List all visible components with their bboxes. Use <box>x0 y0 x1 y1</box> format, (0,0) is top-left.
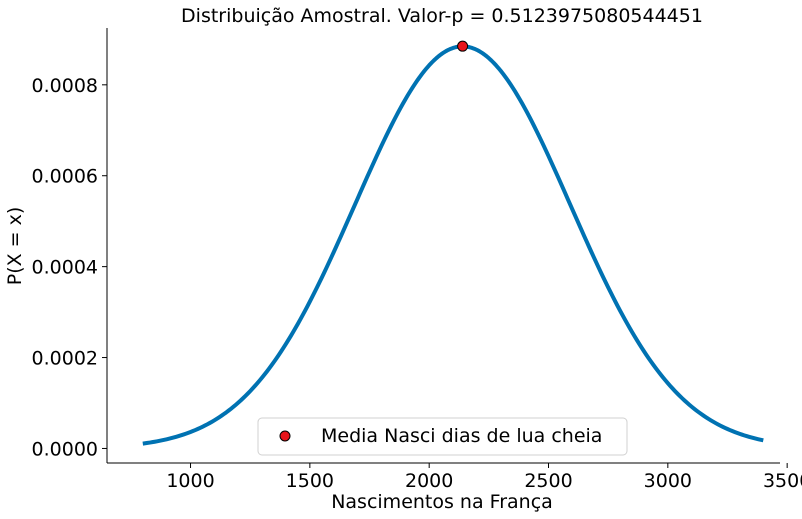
y-ticks: 0.0000 0.0002 0.0004 0.0006 0.0008 <box>32 75 107 460</box>
mean-point <box>457 40 469 52</box>
y-tick-label: 0.0002 <box>32 348 98 370</box>
y-axis-label: P(X = x) <box>4 207 26 286</box>
y-tick-label: 0.0004 <box>32 257 98 279</box>
x-axis-label: Nascimentos na França <box>331 491 553 513</box>
x-tick-label: 1500 <box>286 470 334 492</box>
legend: Media Nasci dias de lua cheia <box>257 417 628 456</box>
x-tick-label: 2000 <box>405 470 453 492</box>
y-tick-label: 0.0000 <box>32 438 98 460</box>
legend-label: Media Nasci dias de lua cheia <box>321 425 602 447</box>
y-tick-label: 0.0006 <box>32 166 98 188</box>
x-tick-label: 1000 <box>166 470 214 492</box>
legend-box <box>257 417 628 456</box>
y-tick-label: 0.0008 <box>32 75 98 97</box>
pdf-curve-line <box>142 44 764 446</box>
x-tick-label: 3000 <box>644 470 692 492</box>
legend-marker <box>279 430 291 442</box>
x-tick-label: 2500 <box>524 470 572 492</box>
chart-title: Distribuição Amostral. Valor-p = 0.51239… <box>181 5 703 27</box>
